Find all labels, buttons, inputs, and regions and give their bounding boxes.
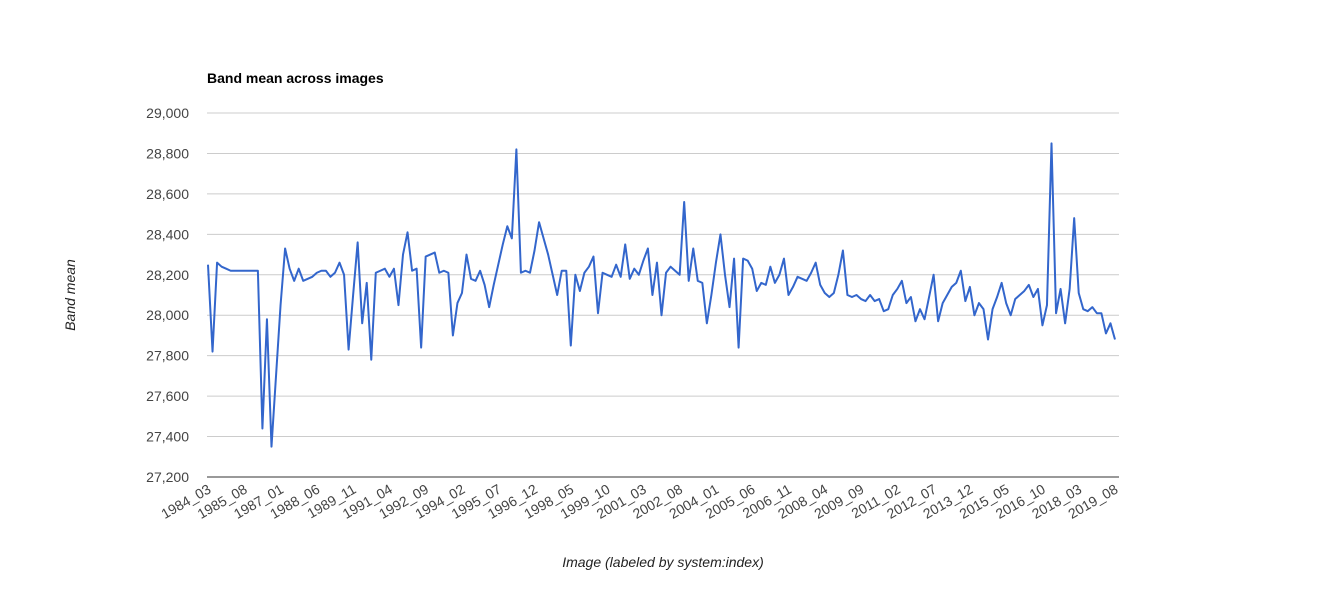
y-axis-title: Band mean [62,259,78,331]
y-tick-label: 27,800 [146,348,189,364]
y-tick-label: 28,200 [146,267,189,283]
y-tick-label: 29,000 [146,105,189,121]
y-tick-label: 27,200 [146,469,189,485]
y-tick-label: 27,600 [146,388,189,404]
y-tick-label: 28,800 [146,145,189,161]
data-line [207,142,1116,448]
chart-title: Band mean across images [207,70,384,86]
x-axis-title: Image (labeled by system:index) [562,554,764,570]
y-tick-label: 28,600 [146,186,189,202]
y-tick-label: 27,400 [146,429,189,445]
y-tick-label: 28,400 [146,226,189,242]
y-tick-label: 28,000 [146,307,189,323]
